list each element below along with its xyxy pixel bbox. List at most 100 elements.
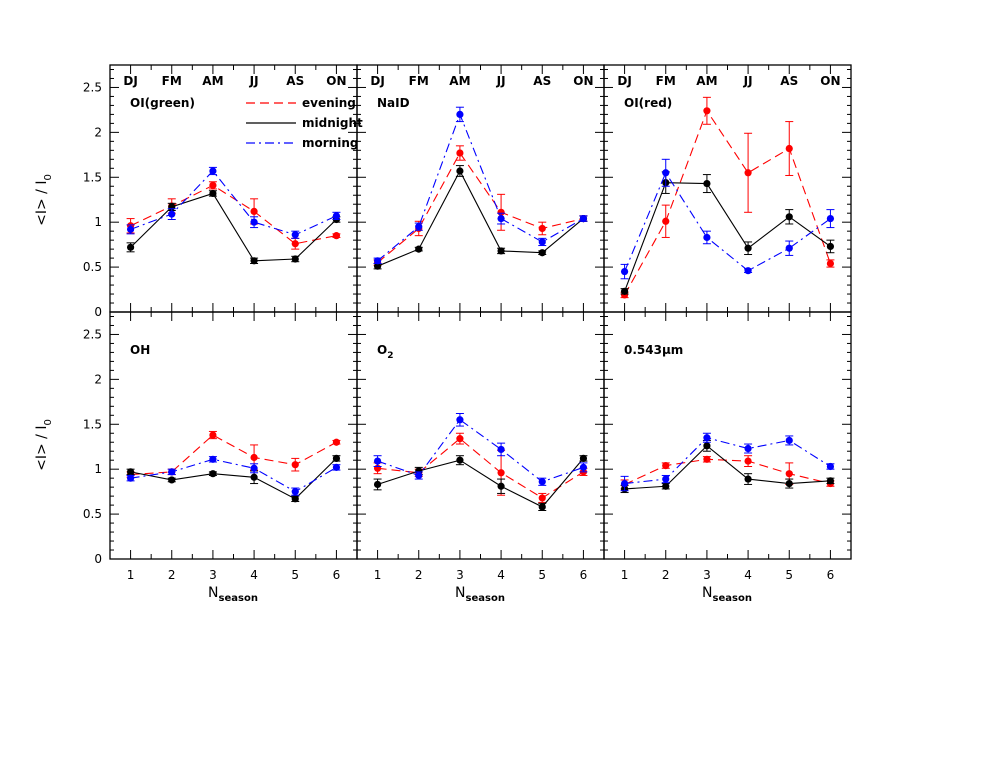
x-tick-label: 1 bbox=[621, 568, 629, 582]
y-tick-label: 0 bbox=[94, 552, 102, 566]
y-tick-label: 0.5 bbox=[83, 507, 102, 521]
series-morning bbox=[126, 455, 341, 496]
series-morning bbox=[373, 412, 588, 486]
data-point-evening bbox=[826, 259, 835, 268]
data-point-midnight bbox=[456, 167, 464, 175]
data-point-morning bbox=[620, 479, 629, 488]
data-point-midnight bbox=[497, 482, 505, 490]
y-tick-label: 1 bbox=[94, 462, 102, 476]
data-point-morning bbox=[373, 457, 382, 465]
data-point-midnight bbox=[250, 473, 258, 481]
x-tick-label: 3 bbox=[703, 568, 711, 582]
season-label: AM bbox=[696, 74, 717, 88]
data-point-evening bbox=[209, 431, 217, 439]
data-point-evening bbox=[209, 181, 217, 189]
data-point-evening bbox=[744, 169, 752, 177]
series-line-morning bbox=[377, 419, 584, 483]
x-axis-title-2: Nseason bbox=[455, 585, 505, 604]
panel-4: 0 0.5 1 1.5 2 2.5 1 2 3 4 5 6 OH bbox=[83, 311, 358, 582]
data-point-midnight bbox=[373, 480, 382, 489]
data-point-morning bbox=[785, 244, 793, 252]
series-evening bbox=[126, 430, 341, 479]
data-point-morning bbox=[291, 231, 299, 239]
y-tick-label: 2 bbox=[94, 372, 102, 386]
data-point-morning bbox=[168, 210, 176, 218]
series-morning bbox=[620, 432, 835, 492]
series-line-midnight bbox=[130, 192, 337, 262]
season-label: ON bbox=[326, 74, 346, 88]
data-point-midnight bbox=[538, 249, 546, 257]
season-label: JJ bbox=[249, 74, 259, 88]
data-point-evening bbox=[497, 469, 505, 477]
series-line-evening bbox=[130, 434, 337, 476]
season-label: JJ bbox=[496, 74, 506, 88]
data-point-evening bbox=[250, 453, 258, 462]
data-point-morning bbox=[538, 238, 546, 246]
series-line-evening bbox=[377, 437, 584, 499]
data-point-morning bbox=[703, 233, 711, 242]
season-label: ON bbox=[820, 74, 840, 88]
data-point-evening bbox=[662, 461, 670, 470]
legend-label-evening: evening bbox=[302, 96, 356, 110]
panel-1: 0 0.5 1 1.5 2 2.5 DJ FM AM JJ AS ON OI(green) bbox=[83, 64, 358, 319]
x-tick-label: 6 bbox=[333, 568, 341, 582]
data-point-morning bbox=[703, 434, 711, 442]
data-point-morning bbox=[332, 212, 341, 220]
data-point-morning bbox=[332, 463, 341, 471]
data-point-morning bbox=[744, 444, 752, 453]
data-point-morning bbox=[579, 463, 588, 471]
x-tick-label: 6 bbox=[827, 568, 835, 582]
legend-label-midnight: midnight bbox=[302, 116, 363, 130]
y-tick-label: 0.5 bbox=[83, 260, 102, 274]
season-label: DJ bbox=[370, 74, 384, 88]
data-point-morning bbox=[538, 478, 546, 486]
data-point-midnight bbox=[744, 244, 752, 252]
data-point-midnight bbox=[250, 257, 258, 265]
season-label: AM bbox=[449, 74, 470, 88]
data-point-evening bbox=[291, 240, 299, 248]
data-point-morning bbox=[126, 474, 135, 482]
series-morning bbox=[373, 106, 588, 265]
x-axis-title-1: Nseason bbox=[208, 585, 258, 604]
data-point-morning bbox=[209, 455, 217, 463]
data-point-midnight bbox=[579, 454, 588, 463]
data-point-midnight bbox=[785, 213, 793, 221]
x-tick-label: 5 bbox=[538, 568, 546, 582]
data-point-morning bbox=[662, 475, 670, 483]
x-tick-label: 3 bbox=[456, 568, 464, 582]
series-line-evening bbox=[377, 151, 584, 264]
data-point-midnight bbox=[703, 442, 711, 450]
data-point-evening bbox=[744, 457, 752, 465]
season-label: AS bbox=[533, 74, 551, 88]
data-point-midnight bbox=[456, 456, 464, 464]
data-point-morning bbox=[620, 267, 629, 276]
data-point-morning bbox=[168, 468, 176, 476]
season-label: AM bbox=[202, 74, 223, 88]
data-point-midnight bbox=[826, 242, 835, 251]
x-tick-label: 3 bbox=[209, 568, 217, 582]
x-tick-label: 5 bbox=[291, 568, 299, 582]
data-point-midnight bbox=[209, 470, 217, 478]
data-point-morning bbox=[456, 416, 464, 424]
x-tick-label: 6 bbox=[580, 568, 588, 582]
x-tick-label: 2 bbox=[415, 568, 423, 582]
series-evening bbox=[620, 96, 835, 299]
data-point-evening bbox=[662, 217, 670, 225]
x-tick-label: 1 bbox=[374, 568, 382, 582]
y-axis-title-top: <I> / I0 bbox=[34, 174, 54, 226]
data-point-midnight bbox=[291, 255, 299, 263]
series-line-morning bbox=[624, 437, 831, 485]
data-point-morning bbox=[291, 488, 299, 496]
y-tick-label: 2 bbox=[94, 125, 102, 139]
data-point-midnight bbox=[620, 287, 629, 295]
season-label: AS bbox=[286, 74, 304, 88]
series-line-midnight bbox=[624, 182, 831, 292]
data-point-morning bbox=[579, 214, 588, 223]
y-tick-label: 1.5 bbox=[83, 170, 102, 184]
series-line-evening bbox=[624, 109, 831, 296]
data-point-midnight bbox=[826, 477, 835, 485]
series-line-midnight bbox=[377, 169, 584, 267]
data-point-morning bbox=[785, 436, 793, 445]
x-tick-label: 4 bbox=[250, 568, 258, 582]
